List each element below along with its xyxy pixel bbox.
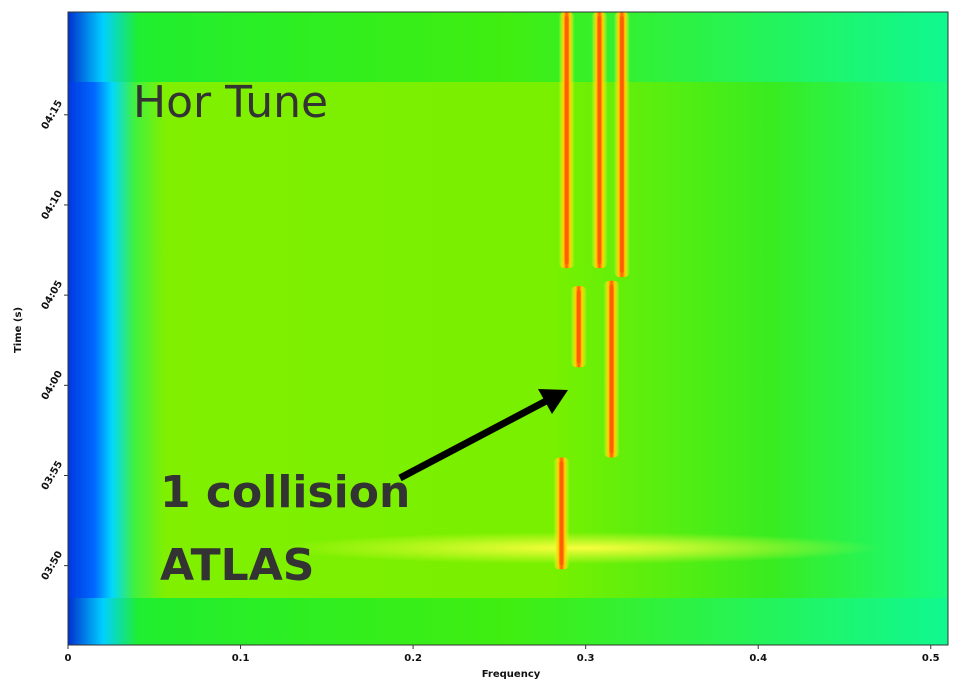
plot-area [68, 12, 948, 645]
y-tick-label: 03:50 [40, 549, 65, 582]
arrow-head [538, 389, 568, 414]
tune-trace-core [619, 16, 624, 274]
arrow-shaft [398, 396, 550, 482]
x-tick-label: 0 [65, 653, 72, 664]
x-tick-label: 0.4 [749, 653, 767, 664]
x-axis-label: Frequency [482, 669, 541, 680]
y-tick-label: 03:55 [40, 459, 65, 492]
plot-frame [67, 11, 949, 646]
x-tick-label: 0.3 [577, 653, 595, 664]
y-tick-label: 04:15 [40, 98, 65, 131]
band [68, 598, 948, 645]
y-tick-label: 04:00 [40, 369, 65, 402]
annotation: Hor Tune [133, 77, 328, 128]
y-tick-label: 04:05 [40, 279, 65, 312]
x-tick-label: 0.5 [922, 653, 940, 664]
tune-trace-core [559, 461, 564, 566]
glow [280, 532, 880, 564]
tune-trace-core [597, 16, 602, 265]
annotation: ATLAS [160, 540, 314, 591]
x-tick-label: 0.2 [404, 653, 422, 664]
y-tick-label: 04:10 [40, 189, 65, 222]
x-tick-label: 0.1 [232, 653, 250, 664]
annotation: 1 collision [160, 467, 410, 518]
tune-trace-core [576, 290, 581, 364]
band [68, 12, 948, 82]
tune-trace-core [609, 284, 614, 454]
y-axis-label: Time (s) [13, 307, 24, 353]
tune-trace-core [564, 16, 569, 265]
